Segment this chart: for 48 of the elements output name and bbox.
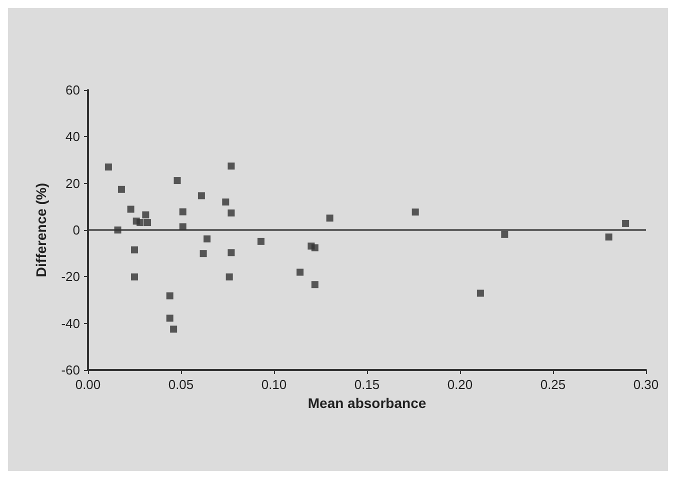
point: [142, 211, 150, 218]
x-tick-label: 0.15: [354, 377, 380, 392]
y-tick-label: -20: [61, 269, 80, 284]
point: [127, 206, 134, 213]
y-tick-label: 20: [66, 176, 80, 191]
x-axis-title: Mean absorbance: [308, 395, 426, 411]
x-tick-label: 0.25: [540, 377, 566, 392]
point: [204, 235, 211, 242]
y-tick-label: 0: [72, 222, 80, 238]
y-axis-title: Difference (%): [33, 182, 49, 278]
point: [326, 214, 334, 222]
x-tick-label: 0.10: [261, 377, 287, 392]
point: [118, 186, 125, 193]
point: [228, 209, 235, 216]
point: [104, 164, 112, 170]
point: [605, 234, 612, 240]
point: [166, 292, 174, 300]
y-tick-label: -40: [61, 316, 80, 331]
point: [222, 198, 230, 206]
point: [228, 162, 235, 170]
point: [412, 208, 419, 216]
y-tick-label: -60: [61, 362, 80, 378]
point: [179, 223, 186, 230]
point: [257, 238, 264, 245]
x-tick-label: 0.20: [447, 377, 473, 392]
point: [228, 249, 235, 256]
point: [136, 219, 144, 226]
point: [166, 314, 174, 322]
y-tick-label: 60: [66, 82, 80, 98]
point: [131, 246, 138, 254]
point: [170, 326, 178, 333]
point: [131, 273, 138, 280]
x-tick-label: 0.30: [633, 377, 659, 392]
point: [501, 230, 508, 238]
point: [198, 192, 205, 200]
point: [311, 281, 318, 288]
point: [622, 220, 630, 227]
point: [296, 268, 304, 276]
point: [200, 250, 207, 258]
point: [311, 244, 318, 252]
x-tick-label: 0.00: [75, 377, 101, 392]
point: [226, 273, 233, 280]
x-tick-label: 0.05: [168, 377, 194, 392]
y-tick-label: 40: [66, 129, 80, 144]
point: [179, 208, 186, 216]
point: [144, 219, 152, 226]
point: [476, 290, 484, 297]
point: [174, 177, 181, 184]
